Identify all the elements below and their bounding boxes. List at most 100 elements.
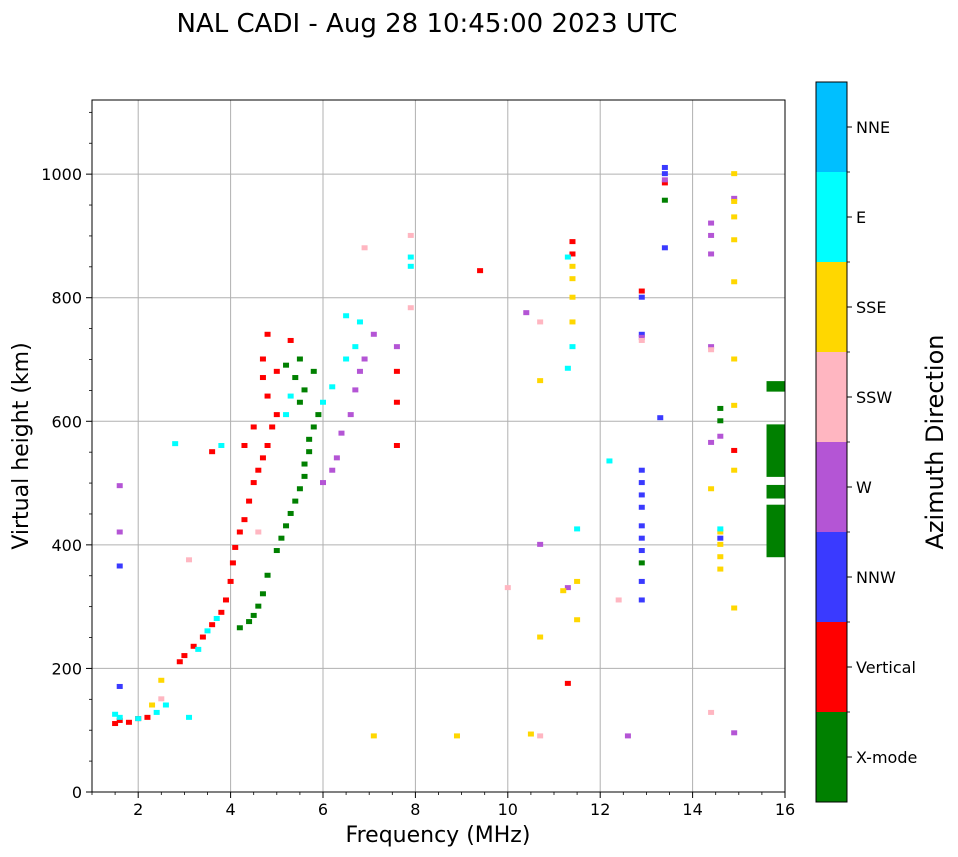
echo-point-vertical xyxy=(181,653,188,659)
echo-point-e xyxy=(407,263,414,269)
echo-point-x-mode xyxy=(250,612,257,618)
y-tick-label: 0 xyxy=(72,783,82,802)
colorbar-label: Vertical xyxy=(856,658,916,677)
echo-point-x-mode xyxy=(287,510,294,516)
echo-point-x-mode xyxy=(292,375,299,381)
echo-point-vertical xyxy=(232,544,239,550)
echo-point-vertical xyxy=(112,721,119,727)
data-marks xyxy=(112,164,785,739)
echo-point-vertical xyxy=(116,717,123,723)
echo-point-sse xyxy=(158,677,165,683)
echo-point-x-mode xyxy=(301,387,308,393)
echo-point-x-mode xyxy=(259,591,266,597)
x-tick-label: 16 xyxy=(775,800,795,819)
x-tick-label: 4 xyxy=(226,800,236,819)
echo-point-vertical xyxy=(125,719,132,725)
echo-point-w xyxy=(661,177,668,183)
echo-point-e xyxy=(172,441,179,447)
colorbar-swatch xyxy=(816,262,847,352)
echo-point-sse xyxy=(717,566,724,572)
echo-point-ssw xyxy=(708,347,715,353)
echo-point-x-mode xyxy=(638,560,645,566)
echo-point-e xyxy=(320,399,326,405)
echo-point-e xyxy=(329,384,336,390)
echo-point-ssw xyxy=(158,696,165,702)
echo-point-x-mode xyxy=(296,486,303,492)
echo-point-w xyxy=(708,220,715,226)
echo-point-x-mode xyxy=(717,418,724,424)
echo-point-nnw xyxy=(657,415,664,421)
echo-point-nnw xyxy=(661,164,668,170)
echo-point-x-mode xyxy=(306,449,313,455)
echo-point-x-mode xyxy=(296,399,303,405)
echo-point-e xyxy=(606,458,613,464)
echo-point-ssw xyxy=(638,337,645,343)
x-tick-label: 14 xyxy=(682,800,702,819)
echo-point-e xyxy=(564,365,571,371)
echo-block-x-mode xyxy=(766,484,785,499)
echo-point-w xyxy=(708,251,715,257)
echo-point-e xyxy=(717,526,724,532)
echo-point-nnw xyxy=(638,597,645,603)
echo-point-w xyxy=(624,733,631,739)
echo-point-x-mode xyxy=(236,625,243,631)
echo-point-x-mode xyxy=(310,424,317,430)
echo-point-w xyxy=(338,430,345,436)
chart-title: NAL CADI - Aug 28 10:45:00 2023 UTC xyxy=(177,9,678,39)
echo-point-e xyxy=(135,716,142,722)
echo-point-vertical xyxy=(236,529,243,535)
colorbar-swatch xyxy=(816,352,847,442)
echo-point-e xyxy=(564,254,571,260)
echo-point-ssw xyxy=(537,733,544,739)
echo-point-w xyxy=(116,529,123,535)
echo-point-e xyxy=(218,443,225,448)
echo-point-e xyxy=(204,628,211,634)
echo-point-x-mode xyxy=(283,523,290,529)
echo-point-sse xyxy=(574,617,581,623)
echo-point-vertical xyxy=(393,443,400,448)
y-tick-label: 200 xyxy=(51,659,82,678)
echo-point-w xyxy=(361,356,368,362)
echo-point-vertical xyxy=(259,455,266,461)
echo-point-vertical xyxy=(287,337,294,343)
echo-point-e xyxy=(356,319,363,325)
echo-point-x-mode xyxy=(717,405,724,411)
echo-point-vertical xyxy=(569,239,576,245)
echo-point-sse xyxy=(717,541,724,547)
x-tick-label: 6 xyxy=(318,800,328,819)
echo-point-w xyxy=(731,730,738,736)
echo-point-x-mode xyxy=(301,473,308,479)
echo-point-sse xyxy=(717,554,724,560)
echo-point-e xyxy=(283,412,290,418)
echo-point-nnw xyxy=(661,245,668,251)
colorbar-label: W xyxy=(856,478,872,497)
echo-point-x-mode xyxy=(301,461,308,467)
echo-point-sse xyxy=(731,198,738,204)
echo-point-ssw xyxy=(708,709,715,715)
echo-point-sse xyxy=(731,356,738,362)
plot-area xyxy=(92,100,785,792)
echo-point-e xyxy=(112,711,119,717)
x-tick-label: 12 xyxy=(590,800,610,819)
echo-point-vertical xyxy=(241,517,248,523)
echo-point-w xyxy=(356,368,363,374)
echo-block-x-mode xyxy=(766,504,785,558)
echo-point-sse xyxy=(560,588,567,594)
echo-point-e xyxy=(574,526,581,532)
echo-point-w xyxy=(320,480,326,486)
echo-point-sse xyxy=(731,214,738,220)
y-axis: 0 200 400 600 800 1000 xyxy=(41,111,92,802)
echo-point-sse xyxy=(149,702,156,708)
echo-point-vertical xyxy=(569,251,576,257)
echo-point-sse xyxy=(453,733,460,739)
echo-point-w xyxy=(708,439,715,445)
echo-block-x-mode xyxy=(766,381,785,392)
echo-point-vertical xyxy=(229,560,236,566)
echo-point-w xyxy=(564,585,571,591)
echo-point-ssw xyxy=(407,232,414,238)
echo-point-w xyxy=(116,483,123,489)
echo-point-ssw xyxy=(255,529,262,535)
echo-point-sse xyxy=(574,578,581,584)
echo-point-nnw xyxy=(638,480,645,486)
echo-point-e xyxy=(213,616,220,621)
